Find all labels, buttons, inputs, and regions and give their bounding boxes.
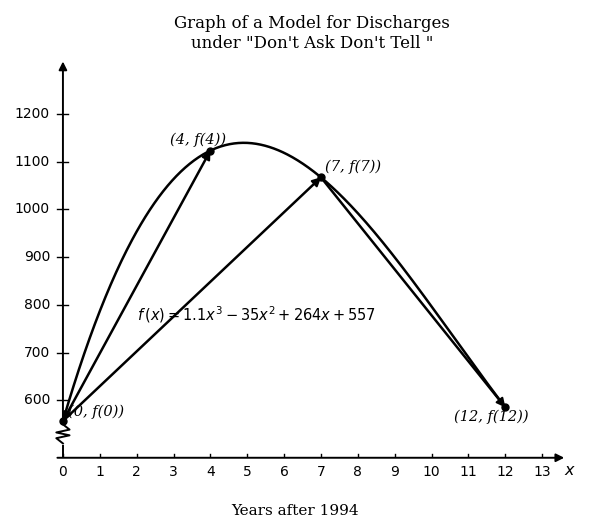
Text: 13: 13 <box>533 465 551 479</box>
Text: 600: 600 <box>24 394 50 408</box>
Text: 0: 0 <box>59 465 67 479</box>
Text: 3: 3 <box>169 465 178 479</box>
Text: 2: 2 <box>132 465 141 479</box>
Text: (0, f(0)): (0, f(0)) <box>69 404 125 419</box>
Text: 11: 11 <box>460 465 478 479</box>
Text: 6: 6 <box>280 465 288 479</box>
Text: 1: 1 <box>95 465 104 479</box>
Text: 10: 10 <box>423 465 440 479</box>
Text: 9: 9 <box>390 465 399 479</box>
Text: 12: 12 <box>496 465 514 479</box>
Text: (12, f(12)): (12, f(12)) <box>454 410 528 424</box>
Text: (7, f(7)): (7, f(7)) <box>324 159 381 174</box>
Text: 700: 700 <box>24 346 50 360</box>
Text: (4, f(4)): (4, f(4)) <box>170 133 226 147</box>
Text: 5: 5 <box>243 465 252 479</box>
Text: $f\,(x) = 1.1x^3 - 35x^2 + 264x + 557$: $f\,(x) = 1.1x^3 - 35x^2 + 264x + 557$ <box>137 304 375 325</box>
Text: 1100: 1100 <box>15 155 50 169</box>
Text: 800: 800 <box>24 298 50 312</box>
Bar <box>54 423 72 445</box>
Text: 1200: 1200 <box>15 107 50 121</box>
Text: 1000: 1000 <box>15 202 50 216</box>
Text: 4: 4 <box>206 465 215 479</box>
Text: Years after 1994: Years after 1994 <box>232 504 359 518</box>
Text: 900: 900 <box>24 250 50 264</box>
Text: $x$: $x$ <box>564 462 576 478</box>
Text: 7: 7 <box>317 465 325 479</box>
Text: 8: 8 <box>353 465 362 479</box>
Title: Graph of a Model for Discharges
under "Don't Ask Don't Tell ": Graph of a Model for Discharges under "D… <box>174 15 450 51</box>
